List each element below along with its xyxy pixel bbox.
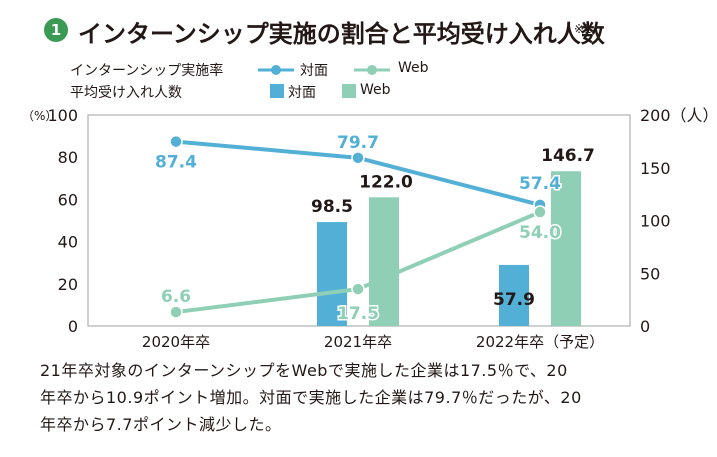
point-web (533, 205, 547, 219)
bar-inperson-label: 98.5 (311, 197, 353, 217)
y-left-unit: （%） (22, 109, 57, 123)
bar-web-label: 146.7 (541, 146, 595, 166)
line-web-label: 17.5 (337, 304, 379, 324)
legend-bar-inperson-swatch (270, 84, 284, 98)
y-right-tick-label: 100 (640, 212, 671, 231)
bar-web-label: 122.0 (359, 172, 413, 192)
point-inperson (169, 134, 183, 149)
legend-avg-web: Web (360, 82, 391, 98)
y-right-tick-label: 50 (640, 264, 660, 283)
y-left-tick-label: 40 (58, 233, 78, 252)
y-left-tick-label: 0 (68, 317, 78, 336)
legend-rate-row: インターンシップ実施率 対面 Web (70, 60, 490, 80)
bar-web (369, 197, 399, 326)
legend-rate-web: Web (398, 60, 429, 76)
line-web-label: 54.0 (519, 223, 561, 243)
legend-avg-label: 平均受け入れ人数 (70, 85, 182, 101)
x-tick-label: 2020年卒 (142, 333, 210, 350)
caption-line-1: 21年卒対象のインターンシップをWebで実施した企業は17.5％で、20 (40, 361, 568, 380)
legend-bar-web-swatch (342, 84, 356, 98)
point-web (169, 305, 183, 319)
line-web (175, 210, 541, 315)
point-inperson (351, 151, 365, 165)
number-badge: 1 (44, 18, 68, 42)
caption-line-3: 年卒から7.7ポイント減少した。 (40, 415, 282, 434)
y-left-tick-label: 80 (58, 148, 78, 167)
x-tick-label: 2022年卒（予定） (476, 333, 604, 350)
caption-text: 21年卒対象のインターンシップをWebで実施した企業は17.5％で、20 年卒か… (40, 357, 680, 438)
y-right-unit: 200（人） (640, 106, 717, 125)
y-right-tick-label: 0 (640, 317, 650, 336)
point-web (351, 282, 365, 296)
y-left-tick-label: 60 (58, 190, 78, 209)
legend-rate-inperson: 対面 (300, 63, 328, 79)
bar-inperson (317, 222, 347, 326)
plot-frame (87, 114, 631, 327)
legend-line-web-icon (354, 65, 390, 75)
caption-line-2: 年卒から10.9ポイント増加。対面で実施した企業は79.7％だったが、20 (40, 388, 582, 407)
y-left-tick-label: 100 (47, 106, 78, 125)
bar-web (551, 171, 581, 326)
line-inperson-label: 79.7 (337, 133, 379, 153)
y-right-tick-label: 150 (640, 159, 671, 178)
chart-title: インターンシップ実施の割合と平均受け入れ人数 (78, 20, 605, 48)
chart-header: 1 インターンシップ実施の割合と平均受け入れ人数 ※1 (44, 14, 684, 54)
bar-inperson (499, 264, 529, 326)
title-footnote-mark: ※1 (574, 22, 592, 36)
legend-avg-inperson: 対面 (288, 85, 316, 101)
line-web-label: 6.6 (161, 287, 191, 307)
x-tick-label: 2021年卒 (324, 333, 392, 350)
y-left-tick-label: 20 (58, 275, 78, 294)
line-inperson-label: 87.4 (155, 153, 197, 173)
legend-rate-label: インターンシップ実施率 (70, 63, 224, 79)
legend-line-inperson-icon (258, 65, 294, 75)
legend-avg-row: 平均受け入れ人数 対面 Web (70, 82, 490, 102)
bar-inperson-label: 57.9 (493, 290, 535, 310)
line-inperson-label: 57.4 (519, 174, 561, 194)
